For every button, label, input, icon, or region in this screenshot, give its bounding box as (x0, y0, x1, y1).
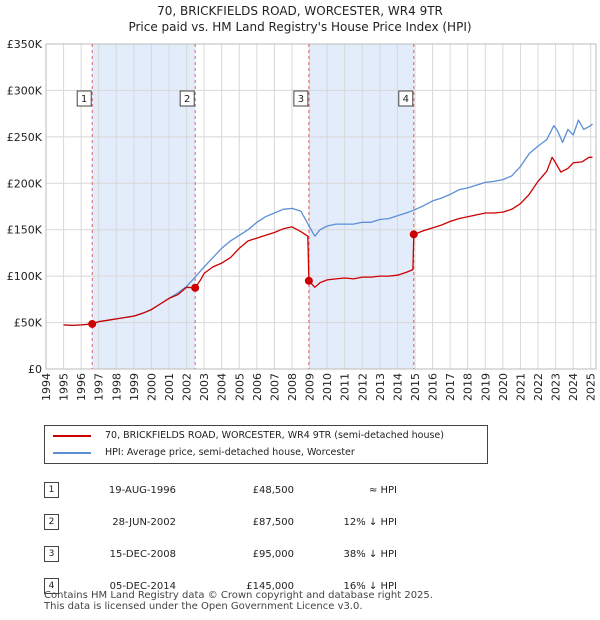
sales-table: 1 19-AUG-1996 £48,500 ≈ HPI 2 28-JUN-200… (44, 474, 397, 602)
price-chart: £0 £50K £100K £150K £200K £250K £300K £350K 199… (7, 38, 598, 401)
plot-border (45, 43, 597, 370)
sale-date: 28-JUN-2002 (112, 516, 176, 528)
sale-number-label: 3 (298, 94, 304, 105)
sale-price: £145,000 (246, 580, 294, 592)
x-tick-label: 2017 (444, 373, 457, 401)
y-tick-label: £150K (7, 224, 43, 237)
footer-line-2: This data is licensed under the Open Gov… (44, 601, 363, 612)
legend-swatch-property (53, 435, 91, 437)
sale-hpi-compare: 16% ↓ HPI (343, 580, 397, 592)
x-axis-labels: 1994 1995 1996 1997 1998 1999 2000 2001 2002 2003… (40, 373, 598, 401)
sale-hpi-compare: 12% ↓ HPI (343, 516, 397, 528)
y-tick-label: £350K (7, 38, 43, 51)
footer: Contains HM Land Registry data © Crown c… (44, 590, 433, 612)
series-lines (63, 119, 593, 327)
sale-hpi-compare: 38% ↓ HPI (343, 548, 397, 560)
x-tick-label: 2020 (497, 373, 510, 401)
y-tick-label: £200K (7, 177, 43, 190)
x-tick-label: 2006 (251, 373, 264, 401)
x-tick-label: 2011 (339, 373, 352, 401)
x-tick-label: 2009 (304, 373, 317, 401)
sale-number-label: 4 (403, 94, 409, 105)
x-tick-label: 2021 (514, 373, 527, 401)
x-tick-label: 2012 (356, 373, 369, 401)
sale-price: £87,500 (252, 516, 294, 528)
x-tick-label: 2022 (532, 373, 545, 401)
sale-points (88, 230, 418, 328)
sale-number: 1 (44, 482, 59, 498)
x-tick-label: 2013 (374, 373, 387, 401)
y-tick-label: £0 (28, 363, 42, 376)
sale-number-boxes: 1 2 3 4 (76, 90, 414, 107)
x-tick-label: 1999 (128, 373, 141, 401)
sale-number: 3 (44, 546, 59, 562)
y-tick-label: £50K (14, 317, 43, 330)
x-tick-label: 2019 (479, 373, 492, 401)
table-row: 1 19-AUG-1996 £48,500 ≈ HPI (44, 474, 397, 506)
x-tick-label: 2025 (585, 373, 598, 401)
sale-point (191, 283, 200, 292)
sale-number-box (398, 90, 414, 107)
shaded-period (308, 44, 414, 369)
sale-number-box (76, 90, 92, 107)
x-tick-label: 2015 (409, 373, 422, 401)
chart-title: 70, BRICKFIELDS ROAD, WORCESTER, WR4 9TR (157, 4, 443, 18)
sale-number: 4 (44, 578, 59, 594)
x-tick-label: 1994 (40, 373, 53, 401)
x-tick-label: 2024 (567, 373, 580, 401)
sale-number-label: 1 (81, 94, 87, 105)
sale-number-box (179, 90, 195, 107)
x-tick-label: 2008 (286, 373, 299, 401)
x-tick-label: 2007 (268, 373, 281, 401)
sale-hpi-compare: ≈ HPI (368, 484, 397, 496)
property-price-line (63, 156, 593, 327)
sale-number-label: 2 (184, 94, 190, 105)
sale-price: £48,500 (252, 484, 294, 496)
sale-date: 05-DEC-2014 (109, 580, 176, 592)
y-tick-label: £250K (7, 131, 43, 144)
x-tick-label: 2023 (550, 373, 563, 401)
sale-date: 19-AUG-1996 (108, 484, 176, 496)
y-tick-label: £300K (7, 84, 43, 97)
sale-markers-lines (91, 44, 415, 369)
sale-point (88, 319, 97, 328)
x-tick-label: 1996 (75, 373, 88, 401)
table-row: 2 28-JUN-2002 £87,500 12% ↓ HPI (44, 506, 397, 538)
sale-number: 2 (44, 514, 59, 530)
x-tick-label: 1995 (58, 373, 71, 401)
chart-subtitle: Price paid vs. HM Land Registry's House … (128, 20, 472, 34)
table-row: 3 15-DEC-2008 £95,000 38% ↓ HPI (44, 538, 397, 570)
legend: 70, BRICKFIELDS ROAD, WORCESTER, WR4 9TR… (44, 425, 488, 464)
sale-point (304, 276, 313, 285)
x-tick-label: 2003 (198, 373, 211, 401)
shaded-periods (92, 44, 414, 369)
legend-label-property: 70, BRICKFIELDS ROAD, WORCESTER, WR4 9TR… (105, 430, 444, 441)
footer-line-1: Contains HM Land Registry data © Crown c… (44, 590, 433, 601)
sale-date: 15-DEC-2008 (109, 548, 176, 560)
x-tick-label: 2002 (181, 373, 194, 401)
y-axis-labels: £0 £50K £100K £150K £200K £250K £300K £350K (7, 38, 43, 376)
legend-label-hpi: HPI: Average price, semi-detached house,… (105, 447, 355, 458)
sale-number-box (293, 90, 309, 107)
x-tick-label: 2010 (321, 373, 334, 401)
table-row: 4 05-DEC-2014 £145,000 16% ↓ HPI (44, 570, 397, 602)
x-tick-label: 1997 (93, 373, 106, 401)
grid (45, 43, 597, 370)
legend-swatch-hpi (53, 452, 91, 454)
sale-point (409, 230, 418, 239)
x-tick-label: 2000 (145, 373, 158, 401)
x-tick-label: 2001 (163, 373, 176, 401)
shaded-period (92, 44, 196, 369)
x-tick-label: 2005 (233, 373, 246, 401)
x-tick-label: 2014 (391, 373, 404, 401)
x-tick-label: 2016 (427, 373, 440, 401)
x-tick-label: 2018 (462, 373, 475, 401)
x-tick-label: 2004 (216, 373, 229, 401)
x-tick-label: 1998 (110, 373, 123, 401)
sale-price: £95,000 (252, 548, 294, 560)
y-tick-label: £100K (7, 270, 43, 283)
